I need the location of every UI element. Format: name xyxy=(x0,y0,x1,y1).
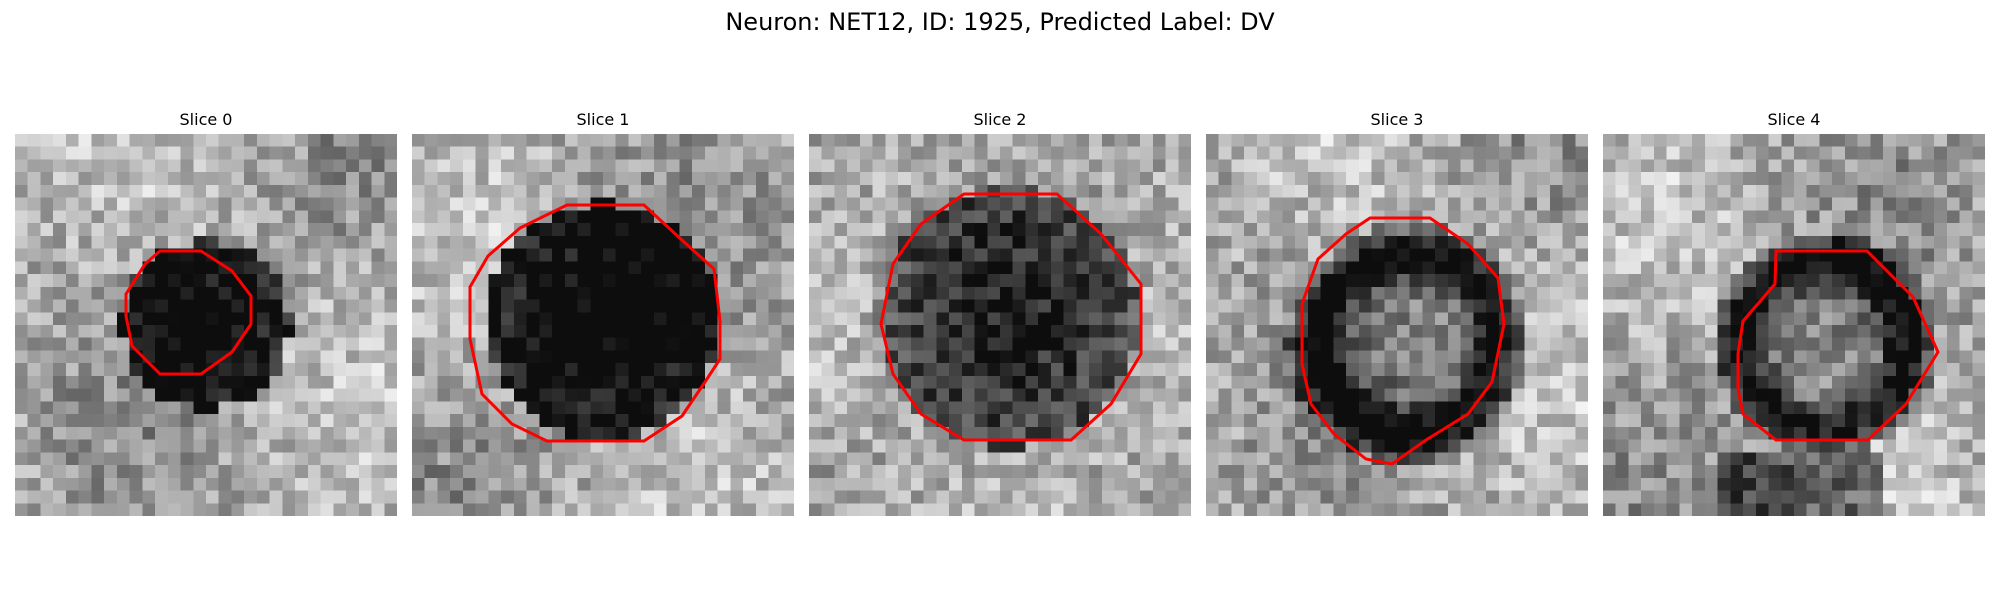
slice-panel-3: Slice 3 xyxy=(1206,108,1588,516)
slice-image xyxy=(15,134,397,516)
roi-contour xyxy=(1300,216,1506,466)
slice-title: Slice 0 xyxy=(179,110,233,129)
grayscale-slice xyxy=(1603,134,1985,516)
slice-image xyxy=(809,134,1191,516)
slice-title: Slice 3 xyxy=(1370,110,1424,129)
grayscale-slice xyxy=(412,134,794,516)
grayscale-slice xyxy=(15,134,397,516)
roi-contour xyxy=(124,249,253,376)
slice-title: Slice 4 xyxy=(1767,110,1821,129)
grayscale-slice xyxy=(1206,134,1588,516)
slice-title: Slice 1 xyxy=(576,110,630,129)
slice-title: Slice 2 xyxy=(973,110,1027,129)
grayscale-slice xyxy=(809,134,1191,516)
roi-contour xyxy=(879,192,1143,442)
slice-panel-2: Slice 2 xyxy=(809,108,1191,516)
slice-panel-0: Slice 0 xyxy=(15,108,397,516)
roi-contour xyxy=(1736,249,1940,442)
slice-panel-4: Slice 4 xyxy=(1603,108,1985,516)
slice-panel-1: Slice 1 xyxy=(412,108,794,516)
figure-title: Neuron: NET12, ID: 1925, Predicted Label… xyxy=(725,8,1275,36)
slice-image xyxy=(412,134,794,516)
slice-image xyxy=(1206,134,1588,516)
roi-contour xyxy=(468,203,722,443)
slice-image xyxy=(1603,134,1985,516)
